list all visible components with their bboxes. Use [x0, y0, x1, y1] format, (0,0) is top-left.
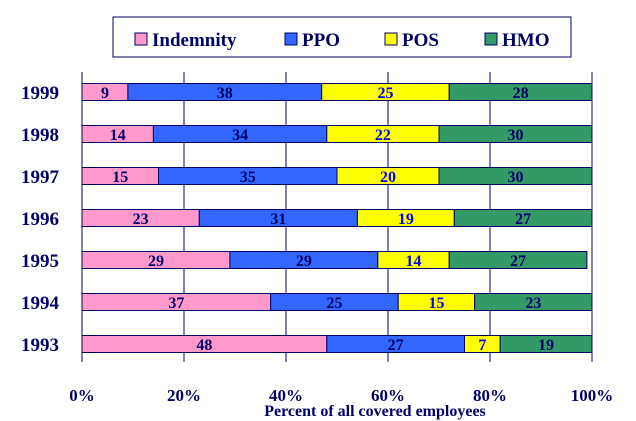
data-label: 9	[101, 85, 109, 102]
data-label: 31	[270, 211, 286, 228]
data-label: 28	[513, 85, 529, 102]
bar-segment	[448, 251, 588, 269]
bar-segment	[448, 83, 593, 101]
data-label: 15	[112, 169, 128, 186]
legend-swatch	[134, 32, 148, 46]
data-label: 34	[232, 127, 248, 144]
x-tick-label: 40%	[269, 386, 303, 405]
data-label: 30	[508, 169, 524, 186]
y-tick-label: 1994	[21, 293, 60, 314]
x-tick-label: 80%	[473, 386, 507, 405]
data-label: 37	[168, 295, 184, 312]
data-label: 27	[388, 337, 404, 354]
data-label: 14	[406, 253, 422, 270]
data-label: 19	[398, 211, 414, 228]
data-label: 20	[380, 169, 396, 186]
data-label: 23	[525, 295, 541, 312]
y-tick-label: 1998	[21, 125, 59, 146]
y-tick-label: 1995	[21, 251, 59, 272]
data-label: 25	[377, 85, 393, 102]
x-axis-label: Percent of all covered employees	[264, 403, 486, 420]
legend-label: HMO	[502, 30, 550, 51]
data-label: 25	[326, 295, 342, 312]
bar-segment	[453, 209, 593, 227]
data-label: 29	[296, 253, 312, 270]
legend-swatch	[484, 32, 498, 46]
data-label: 30	[508, 127, 524, 144]
legend-label: POS	[402, 30, 439, 51]
data-label: 19	[538, 337, 554, 354]
data-label: 38	[217, 85, 233, 102]
legend-swatch	[284, 32, 298, 46]
data-label: 48	[196, 337, 212, 354]
data-label: 22	[375, 127, 391, 144]
y-tick-label: 1997	[21, 167, 60, 188]
data-label: 7	[478, 337, 486, 354]
y-tick-label: 1999	[21, 83, 59, 104]
legend-label: Indemnity	[152, 30, 237, 51]
x-tick-label: 100%	[571, 386, 614, 405]
y-tick-label: 1996	[21, 209, 59, 230]
x-tick-label: 0%	[69, 386, 95, 405]
x-tick-label: 20%	[167, 386, 201, 405]
data-label: 27	[515, 211, 531, 228]
data-label: 23	[133, 211, 149, 228]
bar-segment	[438, 125, 593, 143]
data-label: 15	[428, 295, 444, 312]
data-label: 14	[110, 127, 126, 144]
data-label: 27	[510, 253, 526, 270]
legend-label: PPO	[302, 30, 340, 51]
data-label: 35	[240, 169, 256, 186]
bar-segment	[438, 167, 593, 185]
bar-segment	[499, 335, 593, 353]
legend-swatch	[384, 32, 398, 46]
x-tick-label: 60%	[371, 386, 405, 405]
y-tick-label: 1993	[21, 335, 59, 356]
bar-segment	[474, 293, 593, 311]
data-label: 29	[148, 253, 164, 270]
